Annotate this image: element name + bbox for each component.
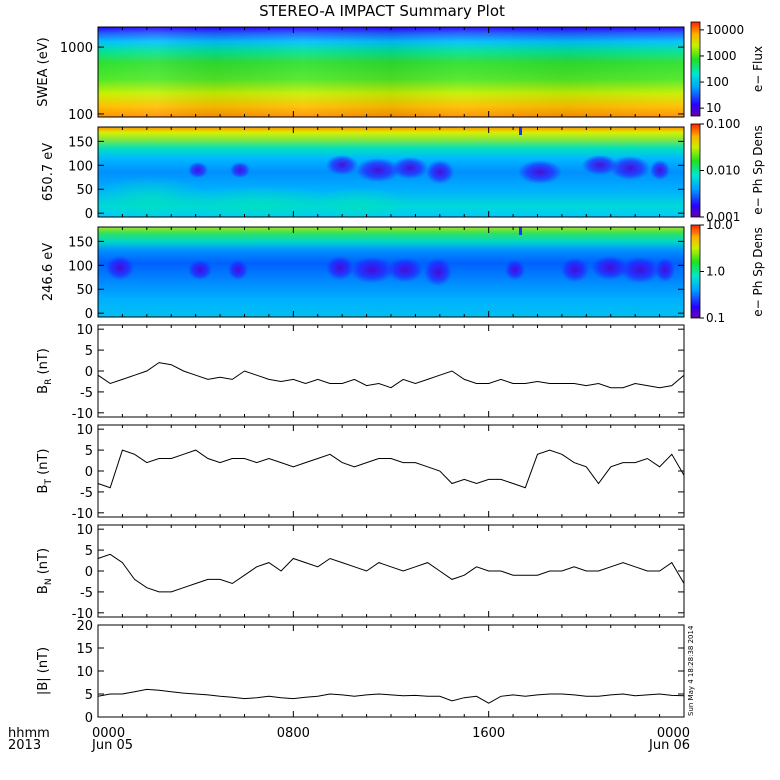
panel-bn: -10 -5 0 5 10 BN (nT)	[36, 523, 685, 622]
br-ytick-label: -5	[80, 386, 93, 401]
swea-colorbar-tick-label: 100	[706, 75, 729, 89]
bn-ylabel: BN (nT)	[36, 548, 54, 594]
colorbar-pad246-label: e− Ph Sp Dens	[751, 227, 765, 316]
x-tick-time-label: 0000	[657, 726, 690, 741]
panel-pad-650: 0 50 100 150 650.7 eV	[41, 126, 685, 222]
br-ylabel: BR (nT)	[36, 348, 54, 394]
footer-hhmm-label: hhmm	[8, 726, 50, 741]
colorbar-swea-scale	[690, 21, 701, 117]
bt-frame	[97, 424, 685, 518]
pad246-ytick-label: 50	[76, 283, 93, 298]
panel-swea: 100 1000 SWEA (eV)	[36, 26, 685, 123]
bmag-ylabel: |B| (nT)	[36, 647, 51, 695]
panel-bt: -10 -5 0 5 10 BT (nT)	[36, 423, 685, 522]
colorbar-pad246-scale	[690, 224, 701, 319]
pad246-features	[106, 227, 675, 286]
bmag-ytick-label: 10	[76, 665, 93, 680]
bn-ytick-label: -5	[80, 586, 93, 601]
bmag-ytick-label: 20	[76, 619, 93, 634]
bmag-series-line	[97, 688, 685, 704]
bmag-ytick-label: 0	[85, 711, 93, 726]
x-tick-time-label: 0000	[92, 726, 125, 741]
swea-ytick-label: 1000	[60, 41, 93, 56]
panel-bmag: 0 5 10 15 20 |B| (nT) Sun May 4 18:28:38 201…	[36, 619, 695, 726]
bt-ytick-label: -5	[80, 486, 93, 501]
swea-ytick-label: 100	[68, 108, 93, 123]
br-ytick-label: 5	[85, 344, 93, 359]
swea-colorbar-tick-label: 1000	[706, 49, 737, 63]
pad246-ylabel: 246.6 eV	[41, 243, 56, 301]
colorbar-pad650-label: e− Ph Sp Dens	[751, 125, 765, 214]
footer-year-label: 2013	[8, 738, 41, 753]
bmag-frame	[97, 624, 685, 718]
swea-colorbar-tick-label: 10000	[706, 23, 744, 37]
bmag-ytick-label: 5	[85, 688, 93, 703]
bn-series-line	[97, 553, 685, 593]
bt-ytick-label: 5	[85, 444, 93, 459]
br-series-line	[97, 362, 685, 389]
colorbar-pad246: 0.1 1.0 10.0 e− Ph Sp Dens	[690, 218, 765, 325]
pad246-ytick-label: 0	[85, 307, 93, 322]
bt-series-line	[97, 449, 685, 489]
pad650-colorbar-tick-label: 0.100	[706, 117, 740, 131]
pad246-ytick-label: 150	[68, 235, 93, 250]
bt-ytick-label: 0	[85, 465, 93, 480]
colorbar-swea: 10 100 1000 10000 e− Flux	[690, 21, 765, 117]
pad246-colorbar-tick-label: 0.1	[706, 311, 725, 325]
colorbar-swea-label: e− Flux	[751, 46, 765, 92]
x-tick-time-label: 0800	[277, 726, 310, 741]
colorbar-pad650-scale	[690, 123, 701, 218]
plot-title: STEREO-A IMPACT Summary Plot	[259, 2, 505, 20]
bt-ytick-label: -10	[72, 507, 93, 522]
bn-ytick-label: 0	[85, 565, 93, 580]
swea-ylabel: SWEA (eV)	[36, 37, 51, 106]
br-frame	[97, 324, 685, 418]
pad246-colorbar-tick-label: 1.0	[706, 265, 725, 279]
x-tick-time-label: 1600	[472, 726, 505, 741]
bt-ylabel: BT (nT)	[36, 449, 54, 494]
swea-heatmap-variation	[98, 27, 684, 117]
pad650-ytick-label: 50	[76, 183, 93, 198]
x-tick-date-label: Jun 05	[91, 738, 133, 753]
pad650-colorbar-tick-label: 0.001	[706, 210, 740, 224]
pad650-ylabel: 650.7 eV	[41, 143, 56, 201]
pad246-ytick-label: 100	[68, 259, 93, 274]
timestamp-stamp: Sun May 4 18:28:38 2014	[687, 625, 695, 716]
bmag-ytick-label: 15	[76, 642, 93, 657]
pad650-ytick-label: 100	[68, 159, 93, 174]
x-tick-date-label: Jun 06	[648, 738, 690, 753]
br-ytick-label: 0	[85, 365, 93, 380]
swea-colorbar-tick-label: 10	[706, 101, 721, 115]
bt-ytick-label: 10	[76, 423, 93, 438]
br-ytick-label: 10	[76, 323, 93, 338]
pad650-ytick-label: 150	[68, 135, 93, 150]
panel-pad-246: 0 50 100 150 246.6 eV	[41, 226, 685, 322]
bn-ytick-label: -10	[72, 607, 93, 622]
pad246-colorbar-tick-label: 10.0	[706, 218, 733, 232]
pad650-ytick-label: 0	[85, 207, 93, 222]
panel-br: -10 -5 0 5 10 BR (nT)	[36, 323, 685, 422]
pad650-colorbar-tick-label: 0.010	[706, 164, 740, 178]
colorbar-pad650: 0.001 0.010 0.100 e− Ph Sp Dens	[690, 117, 765, 224]
br-ytick-label: -10	[72, 407, 93, 422]
bn-ytick-label: 10	[76, 523, 93, 538]
pad650-features	[98, 127, 670, 217]
bn-ytick-label: 5	[85, 544, 93, 559]
